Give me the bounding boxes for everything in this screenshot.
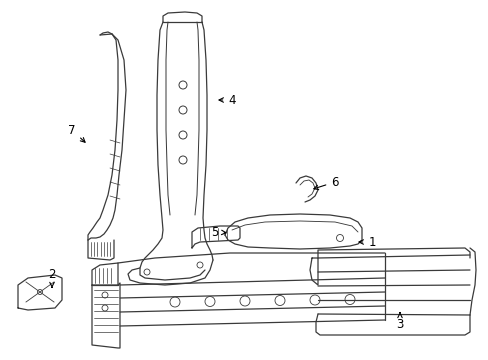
Text: 3: 3: [395, 313, 403, 332]
Text: 7: 7: [68, 123, 85, 142]
Text: 6: 6: [313, 175, 338, 189]
Text: 2: 2: [48, 269, 56, 287]
Text: 4: 4: [219, 94, 235, 107]
Text: 1: 1: [358, 235, 375, 248]
Text: 5: 5: [211, 225, 225, 238]
